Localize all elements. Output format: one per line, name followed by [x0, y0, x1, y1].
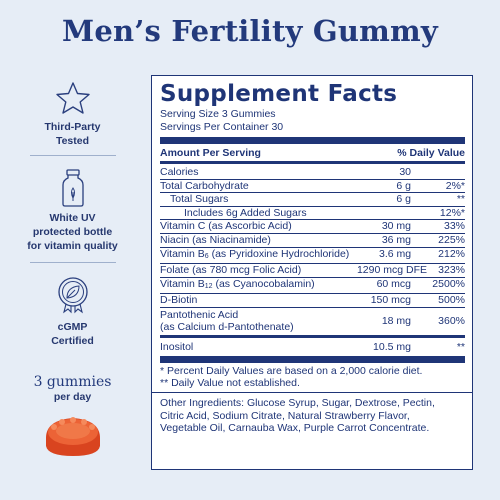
nutrient-amount: 30	[399, 166, 411, 178]
leaf-seal-icon	[57, 277, 88, 314]
servings-per-container: Servings Per Container 30	[160, 121, 284, 133]
star-icon	[55, 82, 90, 114]
nutrient-name: Pantothenic Acid (as Calcium d-Pantothen…	[160, 308, 294, 333]
nutrient-dv: **	[456, 193, 465, 206]
badge-uv-bottle: White UV protected bottle for vitamin qu…	[0, 168, 145, 253]
facts-row: Includes 6g Added Sugars 12%*	[160, 207, 465, 221]
facts-row: Total Sugars 6 g **	[160, 193, 465, 207]
facts-row: Vitamin B6 (as Pyridoxine Hydrochloride)…	[160, 248, 465, 265]
nutrient-dv: 212%	[438, 247, 465, 260]
nutrient-amount: 150 mcg	[370, 294, 411, 307]
dv-header: % Daily Value	[397, 147, 465, 159]
nutrient-name: Folate (as 780 mcg Folic Acid)	[160, 264, 302, 277]
nutrient-dv: 12%*	[439, 206, 465, 219]
nutrient-name: Includes 6g Added Sugars	[184, 206, 307, 219]
badge-label-line: Tested	[55, 135, 90, 147]
facts-row: Vitamin C (as Ascorbic Acid) 30 mg 33%	[160, 220, 465, 234]
facts-row: Pantothenic Acid (as Calcium d-Pantothen…	[160, 308, 465, 338]
gummy-image	[46, 417, 100, 456]
divider	[152, 391, 472, 394]
nutrient-name: Niacin (as Niacinamide)	[160, 233, 271, 246]
nutrient-name: Total Carbohydrate	[160, 179, 249, 192]
nutrient-amount: 18 mg	[381, 314, 411, 327]
nutrient-dv: 323%	[438, 264, 465, 277]
badge-label-line: protected bottle	[32, 226, 113, 238]
nutrient-name: Inositol	[160, 340, 194, 353]
facts-column-header: Amount Per Serving % Daily Value	[160, 146, 465, 160]
badge-third-party: Third-Party Tested	[0, 80, 145, 148]
supplement-facts-panel: Supplement Facts Serving Size 3 Gummies …	[151, 75, 473, 470]
nutrient-name: Vitamin B12 (as Cyanocobalamin)	[160, 277, 315, 290]
nutrient-name: Vitamin B6 (as Pyridoxine Hydrochloride)	[160, 247, 350, 260]
divider	[30, 155, 116, 156]
medium-rule	[160, 161, 465, 164]
nutrient-dv: 225%	[438, 233, 465, 246]
facts-row: Folate (as 780 mcg Folic Acid) 1290 mcg …	[160, 264, 465, 278]
badge-label-line: Third-Party	[44, 121, 101, 133]
nutrient-name: Calories	[160, 166, 199, 178]
nutrient-name: Total Sugars	[170, 193, 229, 206]
dosage-count: 3 gummies	[33, 374, 112, 390]
nutrient-amount: 6 g	[396, 179, 411, 192]
facts-heading: Supplement Facts	[160, 81, 398, 107]
other-ingredients: Other Ingredients: Glucose Syrup, Sugar,…	[160, 397, 435, 435]
nutrient-dv: 33%	[443, 220, 465, 233]
nutrient-amount: 10.5 mg	[373, 340, 411, 353]
page-title: Men’s Fertility Gummy	[62, 14, 438, 48]
badge-label-line: cGMP	[57, 321, 88, 333]
nutrient-name: Vitamin C (as Ascorbic Acid)	[160, 220, 292, 233]
thick-rule	[160, 137, 465, 144]
footnotes: * Percent Daily Values are based on a 2,…	[160, 363, 465, 390]
nutrient-name: D-Biotin	[160, 294, 198, 307]
facts-row: Calories 30	[160, 166, 465, 180]
dosage-frequency: per day	[53, 391, 92, 403]
facts-row: D-Biotin 150 mcg 500%	[160, 294, 465, 308]
nutrient-dv: 2500%	[432, 277, 465, 290]
bottle-icon	[61, 169, 84, 207]
amount-header: Amount Per Serving	[160, 147, 261, 159]
nutrient-amount: 3.6 mg	[379, 247, 412, 260]
divider	[30, 262, 116, 263]
facts-row: Total Carbohydrate 6 g 2%*	[160, 180, 465, 194]
facts-row: Niacin (as Niacinamide) 36 mg 225%	[160, 234, 465, 248]
facts-row: Inositol 10.5 mg **	[160, 338, 465, 363]
footnote: * Percent Daily Values are based on a 2,…	[160, 364, 423, 377]
nutrient-amount: 30 mg	[381, 220, 411, 233]
nutrient-amount: 36 mg	[381, 233, 411, 246]
nutrient-dv: 360%	[438, 314, 465, 327]
facts-row: Vitamin B12 (as Cyanocobalamin) 60 mcg 2…	[160, 278, 465, 295]
serving-size: Serving Size 3 Gummies	[160, 108, 276, 120]
nutrient-amount: 1290 mcg DFE	[356, 264, 427, 277]
nutrient-dv: 2%*	[445, 179, 465, 192]
badge-label-line: Certified	[51, 335, 94, 347]
nutrient-dv: 500%	[438, 294, 465, 307]
badge-label-line: for vitamin quality	[27, 240, 118, 252]
nutrient-amount: 6 g	[396, 193, 411, 206]
footnote: ** Daily Value not established.	[160, 377, 300, 390]
nutrient-dv: **	[456, 340, 465, 353]
badge-cgmp: cGMP Certified	[0, 274, 145, 348]
badge-label-line: White UV	[49, 212, 96, 224]
nutrient-amount: 60 mcg	[376, 277, 411, 290]
